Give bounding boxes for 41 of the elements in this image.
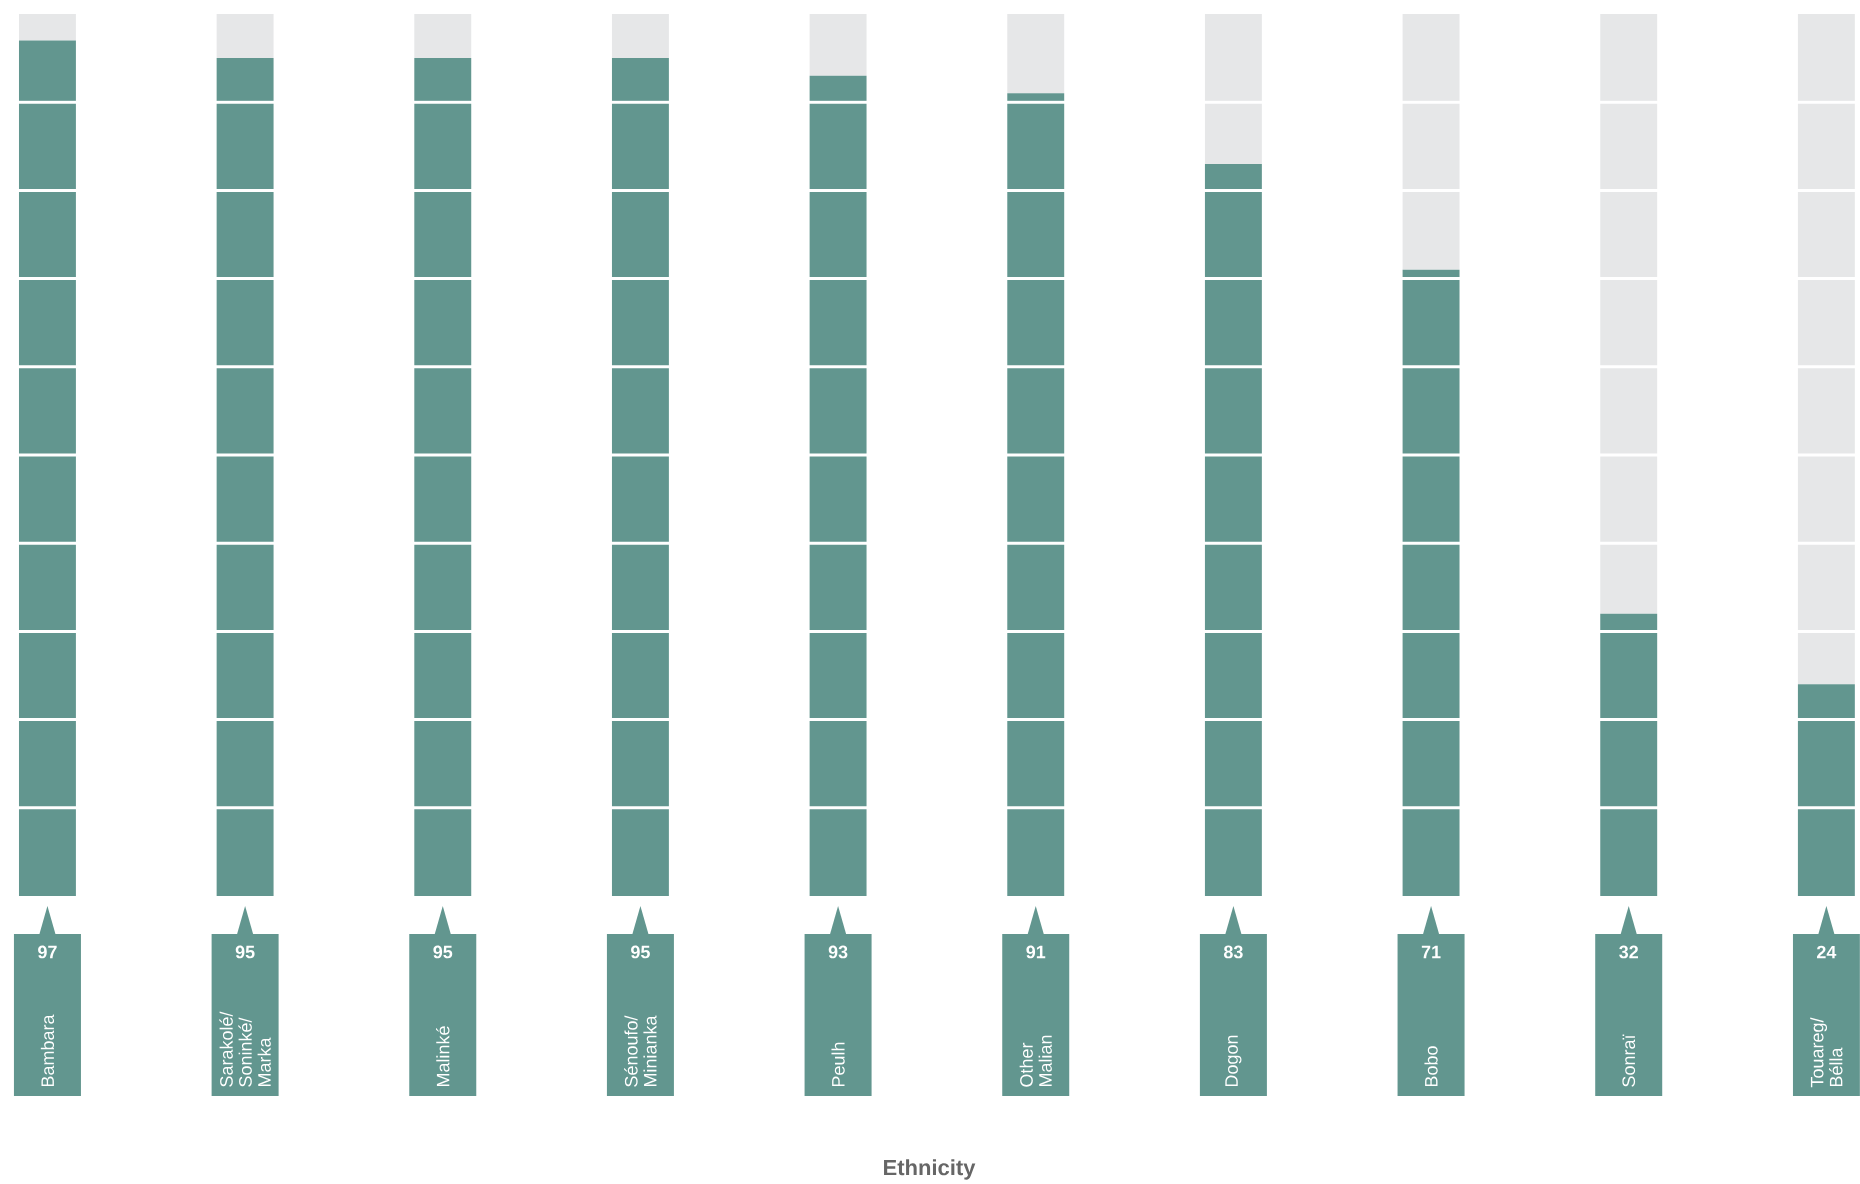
bar: [18, 40, 76, 896]
data-label: 95: [235, 945, 255, 959]
x-tick-label: Malinké: [436, 1026, 450, 1087]
x-tick-label: Sénoufo/ Minianka: [624, 1015, 657, 1087]
x-tick-label: Touareg/ Bélla: [1810, 1017, 1843, 1088]
bar: [216, 14, 274, 59]
bar: [611, 58, 669, 896]
x-tick-label: Other Malian: [1019, 1035, 1052, 1087]
x-tick-label: Bambara: [40, 1014, 55, 1087]
data-label: 24: [1816, 945, 1837, 959]
x-axis-title: Ethnicity: [884, 1159, 976, 1180]
bar: [1797, 14, 1855, 685]
data-label: 91: [1026, 945, 1046, 959]
bar: [1797, 684, 1855, 896]
x-tick-label: Sarakolé/ Soninké/ Marka: [219, 1011, 271, 1087]
data-label: 93: [828, 945, 848, 959]
bar: [1402, 14, 1460, 270]
bar: [1600, 613, 1658, 896]
bar: [1204, 163, 1262, 896]
bar: [1600, 14, 1658, 614]
x-tick-label: Bobo: [1424, 1046, 1438, 1087]
bar: [18, 14, 76, 41]
data-label: 97: [38, 945, 57, 959]
data-label: 83: [1223, 945, 1243, 959]
x-tick-label: Dogon: [1225, 1035, 1242, 1087]
data-label: 95: [631, 945, 650, 959]
bar: [414, 58, 472, 896]
bar: [611, 14, 669, 59]
x-tick-label: Sonraï: [1622, 1034, 1636, 1087]
data-label: 95: [433, 945, 453, 959]
bar: [1402, 269, 1460, 896]
bar: [414, 14, 472, 59]
x-tick-label: Peulh: [831, 1042, 845, 1087]
data-label: 32: [1619, 945, 1638, 959]
bar: [1007, 93, 1065, 896]
bar: [216, 58, 274, 896]
bar: [1204, 14, 1262, 164]
bar: [1007, 14, 1065, 94]
bar: [809, 75, 867, 896]
data-label: 71: [1421, 945, 1441, 959]
bar: [809, 14, 867, 76]
